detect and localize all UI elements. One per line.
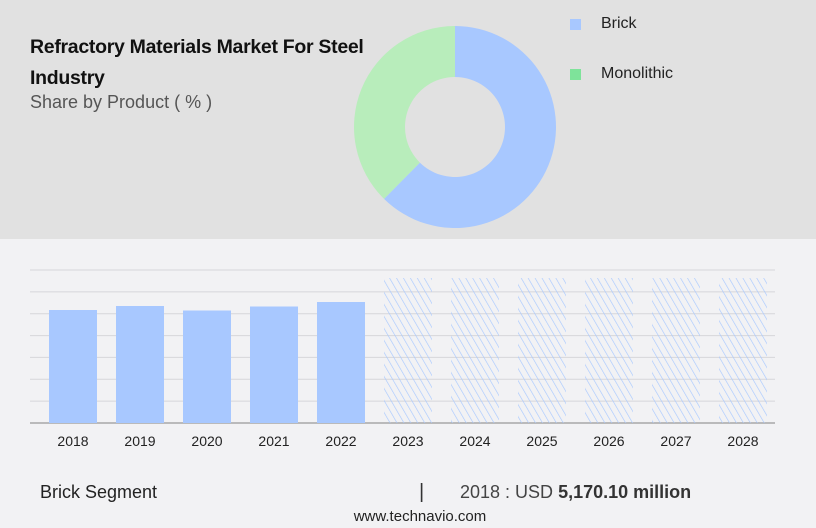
donut-slice-monolithic (354, 25, 455, 199)
legend-item-monolithic: Monolithic (570, 65, 673, 83)
x-tick-label: 2022 (325, 433, 356, 449)
forecast-bar-2024 (451, 278, 499, 423)
site-url: www.technavio.com (353, 508, 487, 525)
forecast-bar-2027 (652, 278, 700, 423)
x-tick-label: 2018 (57, 433, 88, 449)
bar-2021 (250, 306, 298, 423)
x-tick-label: 2027 (660, 433, 691, 449)
bar-2019 (116, 305, 164, 423)
chart-title: Refractory Materials Market For Steel In… (30, 36, 364, 89)
legend-item-brick: Brick (570, 15, 637, 33)
forecast-bar-2026 (585, 278, 633, 423)
donut-slice-brick (384, 26, 556, 228)
chart-subtitle: Share by Product ( % ) (30, 92, 213, 112)
legend-label: Monolithic (601, 65, 674, 82)
x-tick-label: 2024 (459, 433, 490, 449)
forecast-bar-2023 (384, 278, 432, 423)
x-tick-label: 2023 (392, 433, 423, 449)
forecast-bar-2025 (518, 278, 566, 423)
x-tick-label: 2019 (124, 433, 155, 449)
legend-swatch-brick (570, 18, 581, 30)
x-tick-label: 2021 (258, 433, 289, 449)
x-tick-label: 2020 (191, 433, 222, 449)
x-tick-label: 2026 (593, 433, 624, 449)
value-amount: 5,170.10 million (558, 482, 692, 502)
x-tick-label: 2028 (727, 433, 758, 449)
year-label: 2018 : USD (460, 482, 559, 502)
separator: | (419, 481, 425, 503)
bar-2022 (317, 301, 365, 423)
bar-2018 (49, 309, 97, 423)
legend-swatch-monolithic (570, 68, 581, 80)
forecast-bar-2028 (719, 278, 767, 423)
bar-2020 (183, 310, 231, 423)
segment-value: 2018 : USD 5,170.10 million (460, 482, 691, 503)
x-tick-label: 2025 (526, 433, 557, 449)
segment-label: Brick Segment (40, 482, 158, 502)
legend-label: Brick (601, 15, 637, 32)
